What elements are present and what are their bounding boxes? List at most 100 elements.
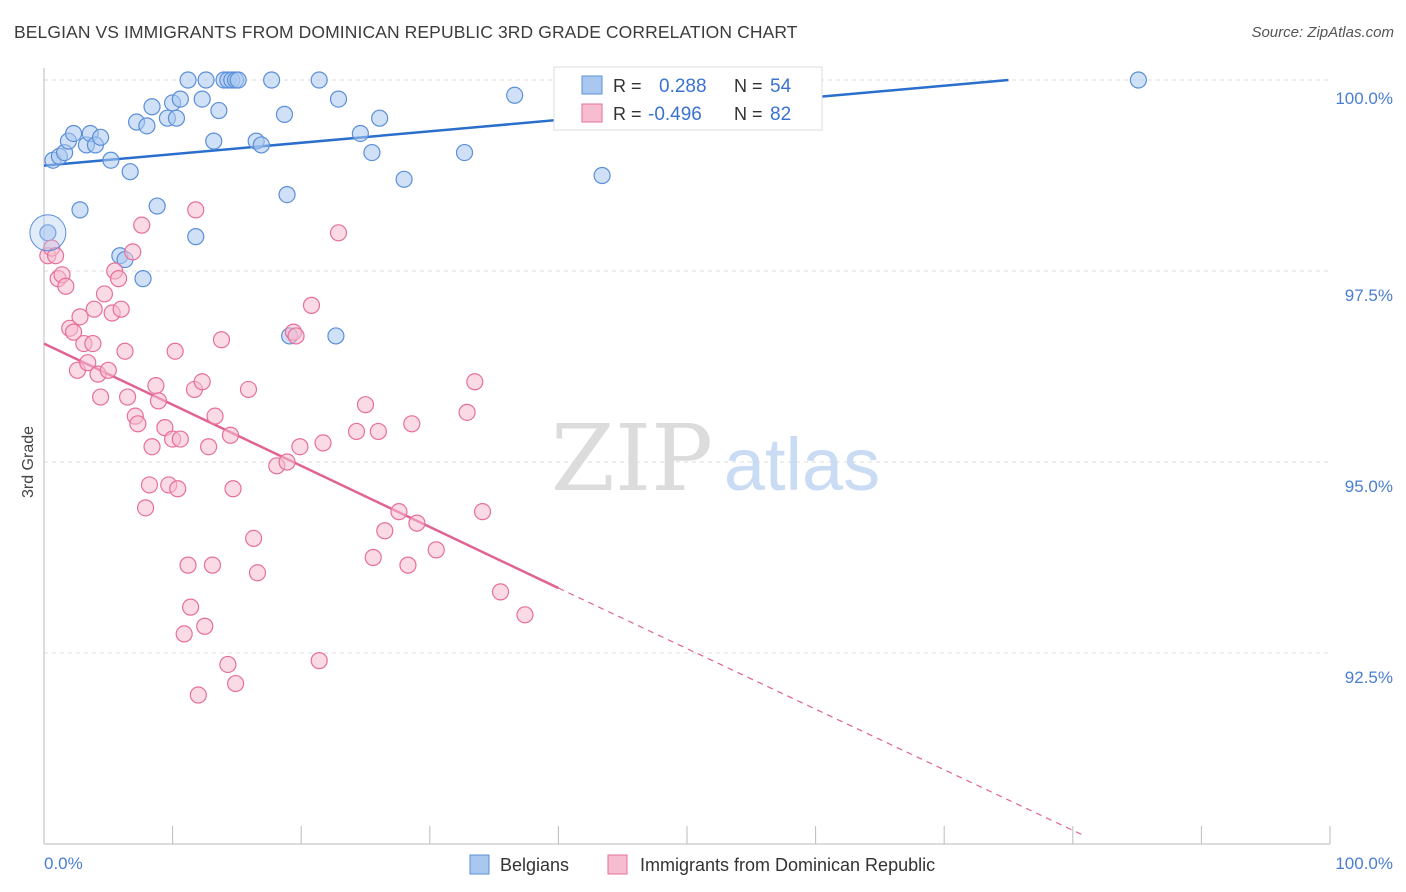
point-dominican: [310, 652, 328, 670]
point-dominican: [278, 453, 296, 471]
point-belgians: [121, 163, 139, 181]
stats-legend: R = 0.288 N = 54 R = -0.496 N = 82: [553, 66, 823, 131]
point-belgians: [351, 124, 369, 143]
point-dominican: [175, 625, 193, 643]
point-dominican: [390, 503, 408, 521]
trend-line-dominican-extension: [558, 587, 1086, 837]
point-dominican: [248, 564, 267, 582]
y-tick-label: 95.0%: [1345, 477, 1393, 496]
point-belgians: [138, 117, 156, 135]
legend-swatch-pink: [581, 103, 603, 123]
point-belgians: [363, 143, 381, 162]
point-belgians: [143, 98, 161, 116]
legend-swatch-dominican: [607, 854, 628, 875]
point-dominican: [118, 388, 137, 406]
point-belgians: [329, 90, 348, 108]
point-dominican: [364, 548, 382, 567]
legend-n-label-1: N =: [734, 76, 763, 96]
point-dominican: [369, 422, 387, 441]
point-belgians: [134, 270, 152, 288]
point-dominican: [329, 224, 348, 242]
point-dominican: [347, 422, 366, 441]
point-belgians: [327, 327, 345, 345]
point-dominican: [116, 342, 134, 360]
point-dominican: [136, 499, 155, 517]
point-dominican: [187, 201, 205, 219]
series-legend: Belgians Immigrants from Dominican Repub…: [469, 854, 935, 875]
point-dominican: [85, 300, 103, 318]
point-dominican: [169, 480, 187, 498]
point-belgians: [263, 71, 281, 89]
watermark-zip: ZIP: [551, 405, 713, 512]
point-belgians: [187, 228, 205, 246]
point-belgians: [310, 71, 328, 89]
point-dominican: [245, 529, 263, 548]
axes: 0.0% 100.0%: [43, 68, 1393, 873]
point-dominican: [91, 388, 110, 406]
point-dominican: [206, 407, 224, 425]
point-dominican: [109, 270, 128, 288]
point-dominican: [200, 438, 218, 456]
point-belgians: [171, 90, 189, 108]
point-dominican: [84, 334, 102, 353]
point-dominican: [287, 327, 305, 345]
legend-swatch-belgians: [469, 854, 490, 875]
point-belgians: [278, 186, 296, 204]
point-dominican: [196, 617, 214, 635]
point-belgians: [229, 71, 247, 89]
point-belgians: [167, 109, 186, 127]
point-dominican: [399, 556, 417, 574]
point-dominican: [124, 243, 142, 261]
legend-label-belgians: Belgians: [500, 855, 569, 875]
point-dominican: [408, 514, 426, 532]
point-dominican: [64, 323, 83, 341]
point-belgians: [593, 166, 611, 185]
point-dominican: [291, 438, 309, 456]
y-tick-label: 92.5%: [1345, 668, 1393, 687]
legend-n-value-1: 54: [770, 76, 792, 97]
trend-line-belgians: [43, 78, 1009, 167]
watermark: ZIP atlas: [551, 405, 880, 512]
legend-r-value-2: -0.496: [648, 104, 702, 125]
point-dominican: [189, 686, 207, 704]
source-label: Source: ZipAtlas.com: [1251, 24, 1394, 41]
point-dominican: [356, 396, 375, 414]
point-belgians: [275, 105, 294, 123]
point-dominican: [140, 476, 159, 494]
point-belgians: [455, 143, 474, 162]
trend-lines: [43, 78, 1086, 837]
point-dominican: [57, 277, 75, 295]
point-belgians: [102, 151, 120, 169]
point-dominican: [149, 392, 168, 410]
point-belgians: [395, 170, 413, 188]
point-dominican: [133, 216, 151, 234]
point-dominican: [224, 480, 242, 498]
point-dominican: [403, 415, 421, 433]
trend-line-dominican: [43, 342, 559, 590]
y-tick-label: 100.0%: [1335, 89, 1393, 108]
point-belgians: [71, 201, 89, 219]
y-tick-label: 97.5%: [1345, 286, 1393, 305]
point-dominican: [46, 247, 65, 265]
data-points: [29, 71, 1147, 704]
point-belgians: [1129, 71, 1147, 89]
legend-n-value-2: 82: [770, 104, 791, 125]
point-belgians: [29, 214, 67, 252]
legend-r-value-1: 0.288: [659, 76, 707, 97]
point-belgians: [148, 197, 166, 215]
legend-r-label-2: R =: [613, 104, 642, 124]
point-dominican: [95, 285, 114, 303]
point-dominican: [182, 598, 200, 616]
point-dominican: [147, 377, 165, 395]
point-belgians: [205, 132, 223, 150]
legend-label-dominican: Immigrants from Dominican Republic: [640, 855, 935, 875]
point-dominican: [314, 434, 332, 452]
point-dominican: [79, 354, 97, 372]
point-dominican: [473, 503, 492, 521]
point-dominican: [516, 606, 534, 624]
y-axis-label: 3rd Grade: [20, 426, 37, 498]
point-belgians: [210, 101, 228, 120]
watermark-atlas: atlas: [724, 423, 880, 506]
point-dominican: [458, 403, 476, 421]
